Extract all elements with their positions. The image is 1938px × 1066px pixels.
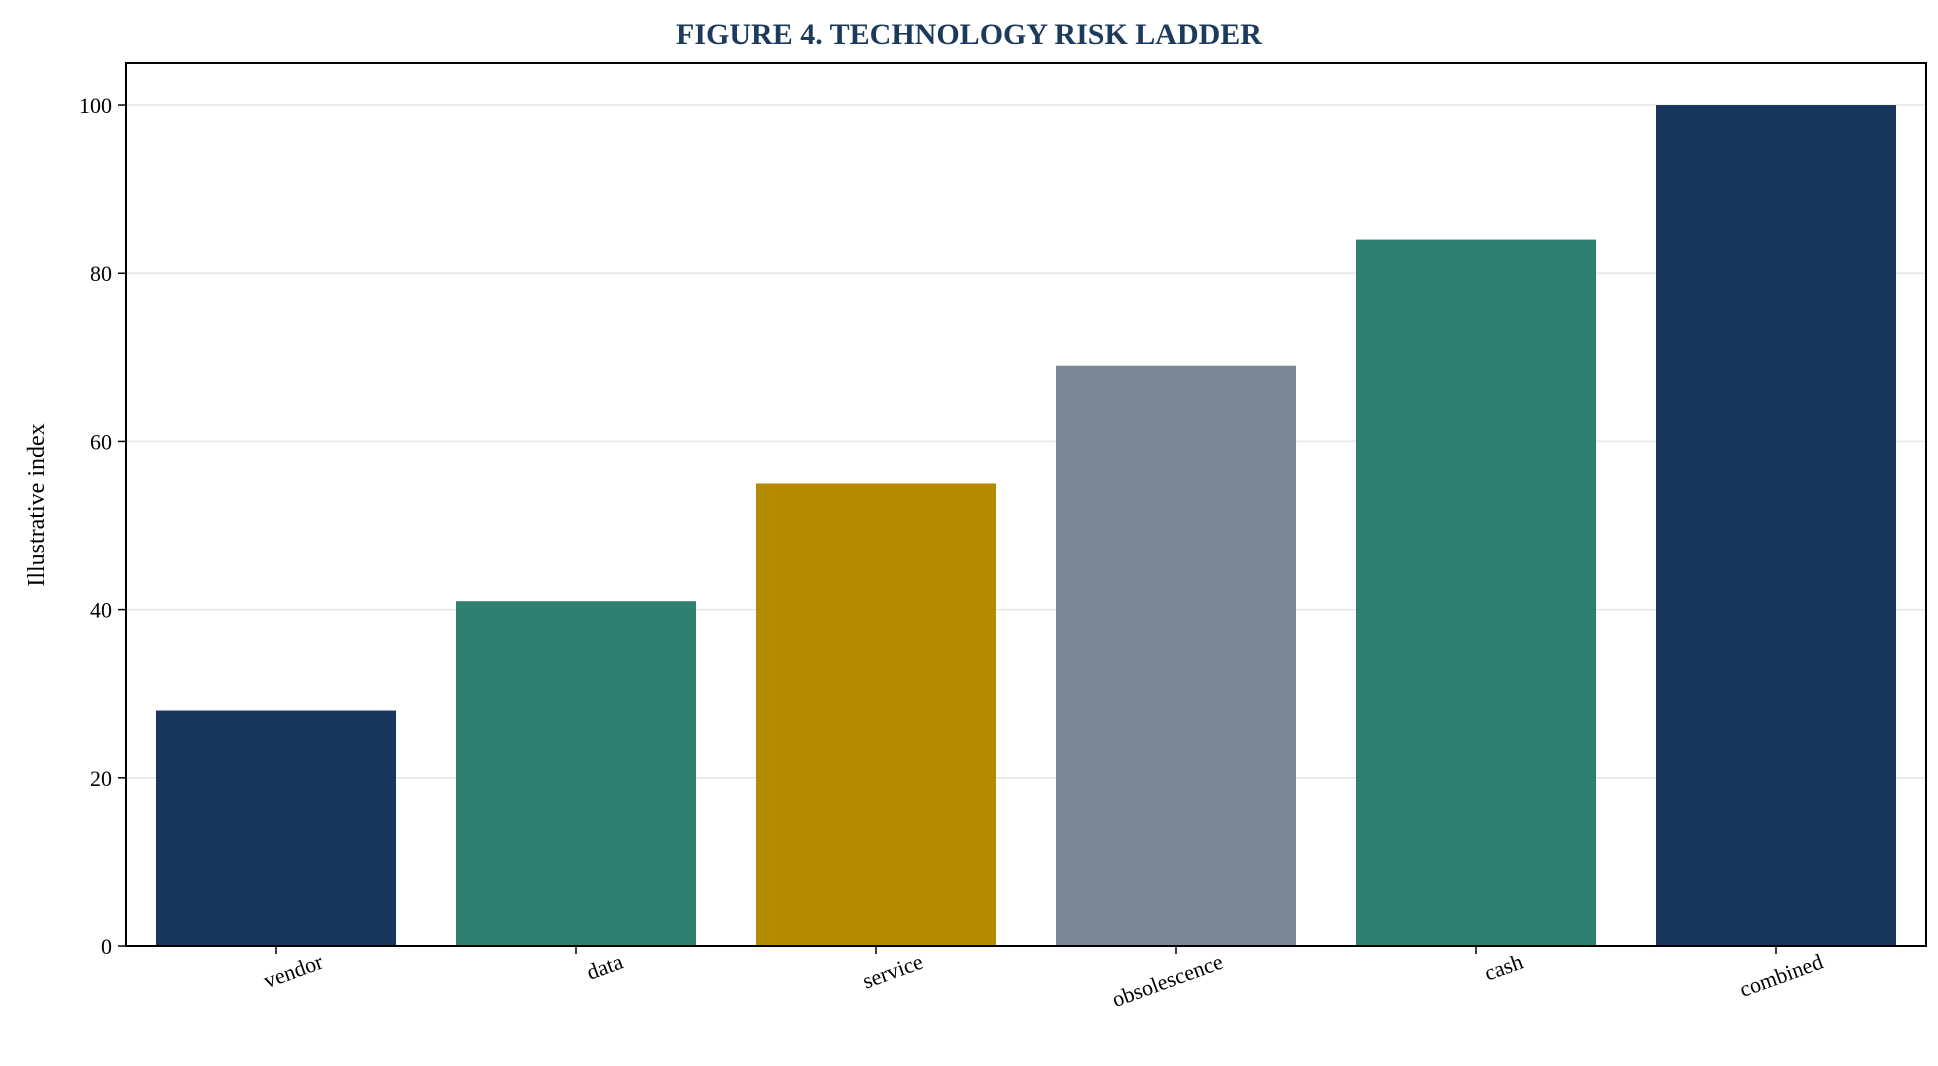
y-ticks: 0 20 40 60 80 100	[79, 93, 126, 959]
bar-data	[456, 601, 696, 946]
gridlines	[126, 104, 1926, 779]
y-tick-label: 0	[101, 934, 112, 959]
x-tick-label: data	[583, 949, 626, 985]
y-tick-label: 20	[90, 766, 112, 791]
bar-vendor	[156, 710, 396, 946]
y-tick-label: 60	[90, 429, 112, 454]
bars	[156, 105, 1896, 947]
x-tick-label: cash	[1481, 949, 1526, 986]
x-tick-label: combined	[1736, 949, 1826, 1002]
chart-title: FIGURE 4. TECHNOLOGY RISK LADDER	[676, 18, 1262, 51]
x-tick-label: service	[859, 949, 926, 994]
bar-service	[756, 483, 996, 946]
y-tick-label: 80	[90, 261, 112, 286]
x-ticks: vendor data service obsolescence cash combine…	[260, 946, 1826, 1012]
x-tick-label: vendor	[260, 949, 327, 994]
bar-cash	[1356, 239, 1596, 947]
y-tick-label: 40	[90, 598, 112, 623]
plot-frame	[125, 62, 1927, 947]
y-tick-label: 100	[79, 93, 112, 118]
x-tick-label: obsolescence	[1109, 949, 1227, 1012]
bar-combined	[1656, 105, 1896, 947]
y-axis-label: Illustrative index	[24, 423, 50, 586]
bar-obsolescence	[1056, 365, 1296, 946]
